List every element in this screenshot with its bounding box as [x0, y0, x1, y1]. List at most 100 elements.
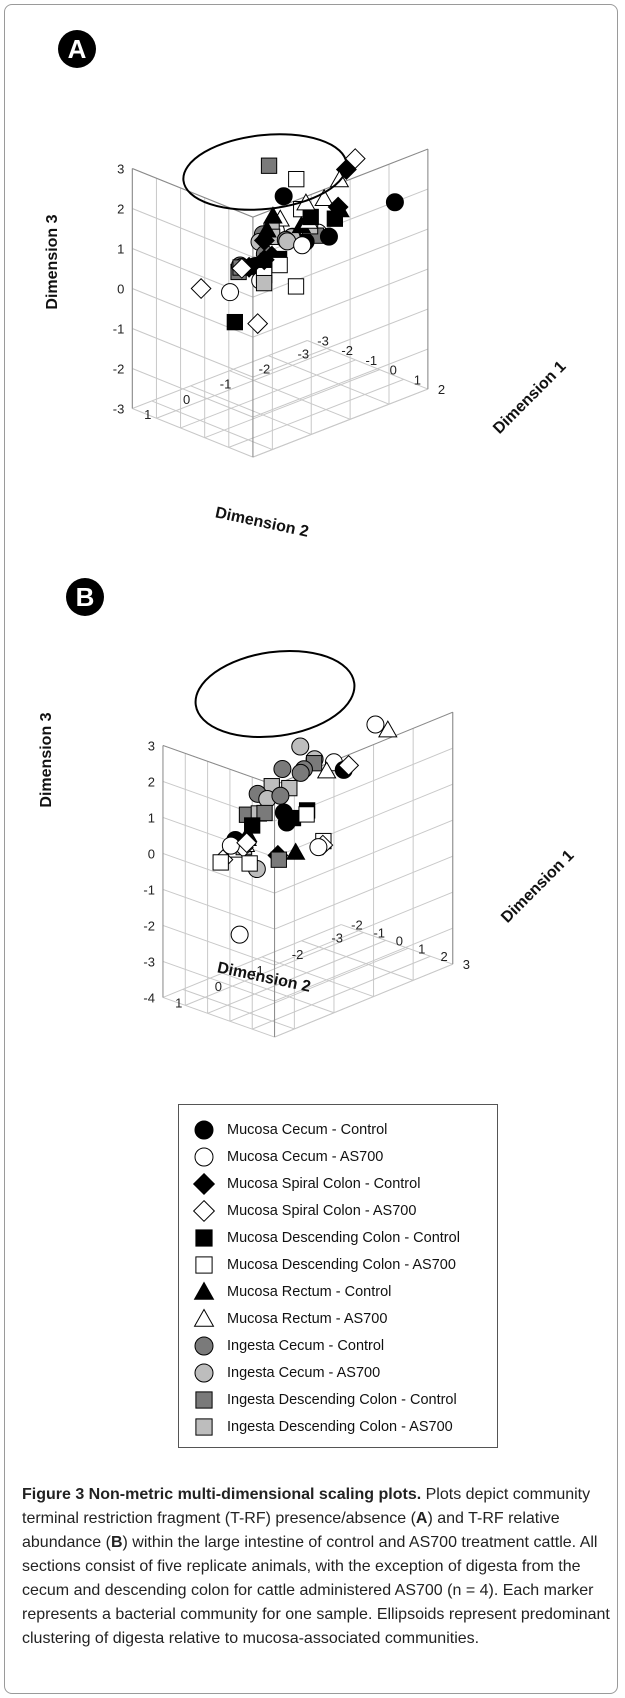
x-tick-label: -2	[259, 362, 271, 377]
legend: Mucosa Cecum - Control Mucosa Cecum - AS7…	[178, 1104, 498, 1448]
gridline	[229, 370, 351, 420]
legend-square-icon	[195, 1418, 213, 1436]
legend-item: Mucosa Cecum - Control	[191, 1117, 491, 1143]
tick-labels: 1 0 -1 -2 -3 2 1 0 -1 -2 -3 3 2 1 0 -1 -2 -3	[113, 162, 445, 422]
legend-label: Mucosa Rectum - Control	[227, 1284, 392, 1300]
point-mucosa-spiral-colon-as700	[236, 832, 258, 854]
legend-marker	[194, 1336, 214, 1356]
z-tick-label: 1	[148, 810, 155, 825]
grid	[131, 148, 429, 458]
gridline	[301, 940, 414, 981]
figure-frame: 1 0 -1 -2 -3 2 1 0 -1 -2 -3 3 2 1 0 -1 -2 -3 Dimension 2 Di…	[4, 4, 618, 1694]
point-mucosa-cecum-as700	[230, 925, 249, 944]
z-tick-label: 1	[117, 242, 124, 257]
legend-label: Mucosa Cecum - Control	[227, 1122, 388, 1138]
badge-circle	[66, 578, 104, 616]
legend-marker	[195, 1229, 213, 1247]
legend-label: Ingesta Descending Colon - Control	[227, 1392, 457, 1408]
point-ingesta-cecum-control	[271, 786, 290, 805]
point-mucosa-cecum-as700	[366, 715, 385, 734]
legend-marker	[195, 1256, 213, 1274]
legend-diamond-icon	[192, 1172, 216, 1196]
gridline	[252, 955, 431, 1030]
point-mucosa-spiral-colon-as700	[231, 257, 253, 279]
point-ingesta-cecum-control	[291, 763, 310, 782]
gridline	[190, 385, 312, 435]
point-mucosa-descending-colon-control	[302, 208, 319, 226]
legend-circle-icon	[194, 1363, 214, 1383]
y-tick-label: -2	[341, 343, 353, 358]
y-tick-label: -3	[317, 333, 329, 348]
data-points	[190, 148, 404, 335]
point-mucosa-spiral-colon-as700	[338, 754, 360, 776]
gridline	[180, 359, 356, 429]
point-mucosa-spiral-colon-as700	[190, 278, 212, 300]
z-axis-label: Dimension 3	[38, 712, 55, 807]
legend-label: Mucosa Spiral Colon - AS700	[227, 1203, 417, 1219]
gridline	[132, 368, 254, 418]
legend-marker	[192, 1172, 216, 1196]
cluster-ellipse	[182, 133, 348, 211]
gridline	[182, 988, 295, 1030]
legend-label: Mucosa Rectum - AS700	[227, 1311, 388, 1327]
legend-item: Ingesta Descending Colon - AS700	[191, 1414, 491, 1440]
point-mucosa-descending-colon-as700	[212, 854, 229, 871]
gridline	[162, 996, 275, 1038]
legend-circle-icon	[194, 1120, 214, 1140]
point-mucosa-rectum-control	[285, 842, 306, 860]
point-mucosa-descending-colon-as700	[287, 278, 305, 295]
x-axis-label: Dimension 2	[214, 504, 311, 540]
y-tick-label: 3	[463, 957, 470, 972]
x-tick-label: 1	[175, 995, 182, 1010]
z-tick-label: 3	[117, 162, 124, 177]
y-tick-label: -2	[351, 918, 363, 933]
legend-marker	[193, 1281, 215, 1300]
legend-circle-icon	[194, 1147, 214, 1167]
x-tick-label: 0	[183, 392, 190, 407]
badge-letter: B	[76, 582, 95, 612]
gridline	[162, 960, 275, 1002]
legend-marker	[194, 1147, 214, 1167]
y-tick-label: 0	[390, 363, 397, 378]
point-mucosa-descending-colon-as700	[271, 256, 288, 274]
point-mucosa-cecum-control	[274, 187, 293, 206]
y-tick-label: 1	[414, 372, 421, 387]
point-mucosa-rectum-as700	[329, 169, 350, 188]
legend-marker	[193, 1308, 215, 1327]
legend-marker	[195, 1391, 213, 1409]
gridline	[252, 268, 429, 338]
y-tick-label: -1	[366, 353, 378, 368]
axis-labels: Dimension 2 Dimension 1 Dimension 3	[44, 214, 570, 540]
z-tick-label: -2	[143, 918, 155, 933]
gridline	[228, 378, 404, 448]
legend-item: Ingesta Cecum - AS700	[191, 1360, 491, 1386]
gridline	[132, 208, 254, 258]
legend-label: Mucosa Spiral Colon - Control	[227, 1176, 421, 1192]
y-tick-label: 1	[418, 941, 425, 956]
y-tick-label: 2	[438, 382, 445, 397]
panel-badge: A	[58, 30, 96, 68]
caption-text: ) within the large intestine of control …	[22, 1534, 610, 1647]
point-mucosa-spiral-colon-control	[253, 229, 275, 251]
gridline	[274, 891, 453, 966]
x-tick-label: -3	[297, 346, 309, 361]
box-edge	[162, 744, 275, 786]
point-ingesta-descending-colon-control	[270, 851, 287, 868]
figure-caption: Figure 3 Non-metric multi-dimensional sc…	[22, 1483, 614, 1651]
legend-label: Mucosa Descending Colon - Control	[227, 1230, 460, 1246]
gridline	[132, 408, 254, 458]
point-mucosa-spiral-colon-as700	[344, 148, 366, 170]
gridline	[274, 819, 453, 894]
legend-item: Mucosa Spiral Colon - Control	[191, 1171, 491, 1197]
point-ingesta-descending-colon-as700	[255, 274, 273, 292]
gridline	[207, 939, 386, 1014]
legend-item: Mucosa Rectum - AS700	[191, 1306, 491, 1332]
z-tick-label: 0	[148, 846, 155, 861]
z-tick-label: -1	[113, 322, 125, 337]
gridline	[229, 947, 409, 1022]
gridline	[274, 783, 453, 858]
point-ingesta-cecum-as700	[278, 232, 297, 251]
data-points	[212, 715, 398, 944]
